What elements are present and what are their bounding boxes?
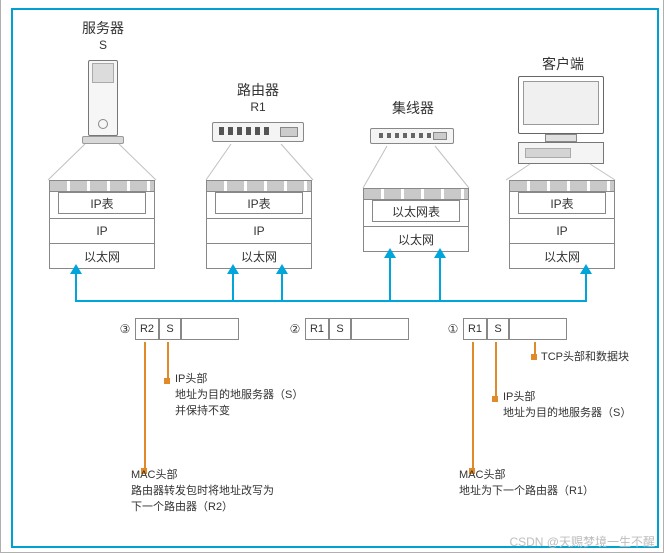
watermark-text: CSDN @天赐梦境一生不醒 bbox=[509, 533, 655, 550]
packet-3-ip: S bbox=[159, 318, 181, 340]
packet-1-ip: S bbox=[487, 318, 509, 340]
packet-3-num: ③ bbox=[117, 318, 133, 340]
anno-right-ip-title: IP头部 bbox=[503, 390, 663, 406]
arrow-client bbox=[580, 264, 592, 274]
router-row-ip: IP bbox=[207, 218, 311, 243]
client-row-ip-table: IP表 bbox=[519, 193, 605, 213]
arrow-router-r bbox=[276, 264, 288, 274]
server-row-ip: IP bbox=[50, 218, 154, 243]
anno-left-ip: IP头部 地址为目的地服务器（S） 并保持不变 bbox=[175, 372, 375, 420]
anno-right-mac: MAC头部 地址为下一个路由器（R1） bbox=[459, 468, 659, 500]
flow-up-hub-l bbox=[389, 256, 391, 300]
callout-left-ip-v bbox=[167, 342, 169, 380]
callout-right-mac-v bbox=[472, 342, 474, 470]
client-row-ether: 以太网 bbox=[510, 243, 614, 268]
callout-right-ip-box bbox=[492, 396, 498, 402]
stack-server: IP表 IP 以太网 bbox=[49, 180, 155, 269]
packet-3-payload bbox=[181, 318, 239, 340]
server-row-ip-table: IP表 bbox=[59, 193, 145, 213]
callout-left-ip-box bbox=[164, 378, 170, 384]
stack-hub: 以太网表 以太网 bbox=[363, 188, 469, 252]
arrow-hub-r bbox=[434, 248, 446, 258]
anno-left-mac-body: 路由器转发包时将地址改写为 下一个路由器（R2） bbox=[131, 484, 361, 516]
client-row-ip: IP bbox=[510, 218, 614, 243]
hub-row-ether-table: 以太网表 bbox=[373, 201, 459, 221]
packet-1-num: ① bbox=[445, 318, 461, 340]
flow-up-hub-r bbox=[439, 256, 441, 300]
callout-left-mac-v bbox=[144, 342, 146, 470]
hub-row-ether: 以太网 bbox=[364, 226, 468, 251]
flow-up-router-l bbox=[232, 272, 234, 300]
diagram-frame: 服务器 S 路由器 R1 集线器 客户端 IP表 IP 以太网 IP表 IP bbox=[11, 8, 659, 548]
anno-right-tcp: TCP头部和数据块 bbox=[541, 350, 661, 366]
router-row-ip-table: IP表 bbox=[216, 193, 302, 213]
packet-3-mac: R2 bbox=[135, 318, 159, 340]
anno-right-ip-body: 地址为目的地服务器（S） bbox=[503, 406, 663, 422]
packet-1-mac: R1 bbox=[463, 318, 487, 340]
server-row-ether: 以太网 bbox=[50, 243, 154, 268]
flow-up-client bbox=[585, 272, 587, 300]
packet-1: ① R1 S bbox=[445, 318, 567, 340]
arrow-router-l bbox=[227, 264, 239, 274]
arrow-hub-l bbox=[384, 248, 396, 258]
flow-up-router-r bbox=[281, 272, 283, 300]
router-row-ether: 以太网 bbox=[207, 243, 311, 268]
flow-baseline bbox=[75, 300, 587, 302]
anno-left-ip-title: IP头部 bbox=[175, 372, 375, 388]
anno-right-mac-body: 地址为下一个路由器（R1） bbox=[459, 484, 659, 500]
packet-2-mac: R1 bbox=[305, 318, 329, 340]
stack-router: IP表 IP 以太网 bbox=[206, 180, 312, 269]
anno-left-ip-body: 地址为目的地服务器（S） 并保持不变 bbox=[175, 388, 375, 420]
callout-right-ip-v bbox=[495, 342, 497, 398]
anno-right-mac-title: MAC头部 bbox=[459, 468, 659, 484]
anno-right-ip: IP头部 地址为目的地服务器（S） bbox=[503, 390, 663, 422]
anno-left-mac: MAC头部 路由器转发包时将地址改写为 下一个路由器（R2） bbox=[131, 468, 361, 516]
anno-left-mac-title: MAC头部 bbox=[131, 468, 361, 484]
packet-2: ② R1 S bbox=[287, 318, 409, 340]
arrow-server bbox=[70, 264, 82, 274]
diagram-root: 服务器 S 路由器 R1 集线器 客户端 IP表 IP 以太网 IP表 IP bbox=[0, 0, 664, 553]
flow-up-server bbox=[75, 272, 77, 300]
packet-3: ③ R2 S bbox=[117, 318, 239, 340]
packet-1-payload bbox=[509, 318, 567, 340]
stack-client: IP表 IP 以太网 bbox=[509, 180, 615, 269]
packet-2-num: ② bbox=[287, 318, 303, 340]
packet-2-payload bbox=[351, 318, 409, 340]
callout-right-tcp-box bbox=[531, 354, 537, 360]
packet-2-ip: S bbox=[329, 318, 351, 340]
